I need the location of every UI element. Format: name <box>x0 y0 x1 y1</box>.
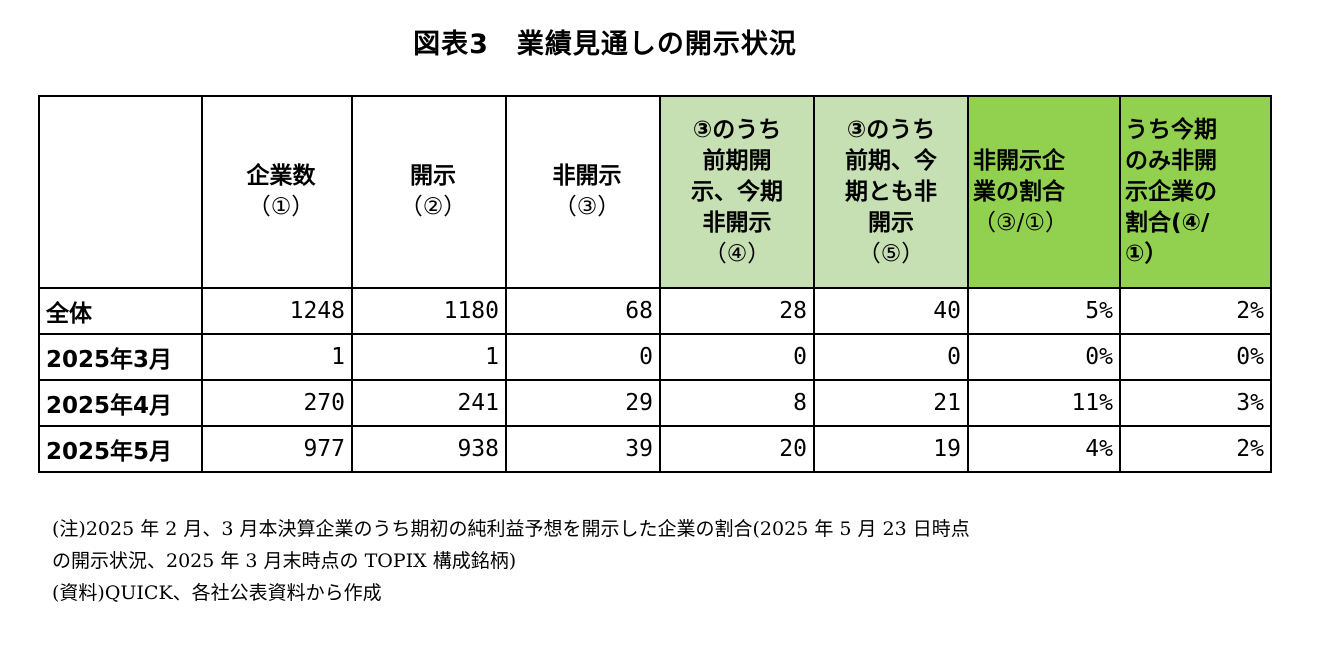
cell-undisclosed: 68 <box>505 287 661 335</box>
cell-undisclosed: 0 <box>505 333 661 381</box>
cell-disclosed: 1180 <box>351 287 507 335</box>
cell-current-only-ratio: 2% <box>1119 287 1272 335</box>
cell-companies: 977 <box>201 425 353 473</box>
source-line: (資料)QUICK、各社公表資料から作成 <box>52 582 382 604</box>
row-label: 2025年5月 <box>38 425 203 473</box>
cell-both-undisclosed: 40 <box>813 287 969 335</box>
cell-current-only-ratio: 0% <box>1119 333 1272 381</box>
header-companies: 企業数 （①） <box>201 95 353 289</box>
cell-prev-disclosed-current-not: 8 <box>659 379 815 427</box>
cell-current-only-ratio: 2% <box>1119 425 1272 473</box>
row-label: 全体 <box>38 287 203 335</box>
header-both-undisclosed: ③のうち 前期、今 期とも非 開示 （⑤） <box>813 95 969 289</box>
cell-disclosed: 241 <box>351 379 507 427</box>
disclosure-table: 企業数 （①） 開示 （②） 非開示 （③） ③のうち 前期開 示、今期 非開示… <box>38 95 1272 473</box>
header-row: 企業数 （①） 開示 （②） 非開示 （③） ③のうち 前期開 示、今期 非開示… <box>38 95 1272 289</box>
header-undisclosed-ratio: 非開示企 業の割合 （③/①） <box>967 95 1121 289</box>
cell-both-undisclosed: 21 <box>813 379 969 427</box>
cell-current-only-ratio: 3% <box>1119 379 1272 427</box>
table-row: 2025年3月 1 1 0 0 0 0% 0% <box>38 333 1272 381</box>
cell-undisclosed-ratio: 5% <box>967 287 1121 335</box>
header-prev-disclosed-current-not: ③のうち 前期開 示、今期 非開示 （④） <box>659 95 815 289</box>
cell-prev-disclosed-current-not: 0 <box>659 333 815 381</box>
cell-disclosed: 1 <box>351 333 507 381</box>
notes: (注)2025 年 2 月、3 月本決算企業のうち期初の純利益予想を開示した企業… <box>52 513 1292 609</box>
cell-undisclosed: 39 <box>505 425 661 473</box>
cell-both-undisclosed: 0 <box>813 333 969 381</box>
cell-undisclosed: 29 <box>505 379 661 427</box>
row-label: 2025年3月 <box>38 333 203 381</box>
header-undisclosed: 非開示 （③） <box>505 95 661 289</box>
cell-undisclosed-ratio: 0% <box>967 333 1121 381</box>
figure-title: 図表3 業績見通しの開示状況 <box>413 29 797 60</box>
cell-undisclosed-ratio: 11% <box>967 379 1121 427</box>
row-label: 2025年4月 <box>38 379 203 427</box>
header-empty-cell <box>38 95 203 289</box>
header-disclosed: 開示 （②） <box>351 95 507 289</box>
header-current-only-ratio: うち今期 のみ非開 示企業の 割合(④/ ①） <box>1119 95 1272 289</box>
table-row: 2025年4月 270 241 29 8 21 11% 3% <box>38 379 1272 427</box>
cell-undisclosed-ratio: 4% <box>967 425 1121 473</box>
cell-companies: 1 <box>201 333 353 381</box>
table-row: 2025年5月 977 938 39 20 19 4% 2% <box>38 425 1272 473</box>
cell-companies: 270 <box>201 379 353 427</box>
cell-both-undisclosed: 19 <box>813 425 969 473</box>
note-line: (注)2025 年 2 月、3 月本決算企業のうち期初の純利益予想を開示した企業… <box>52 518 970 540</box>
cell-prev-disclosed-current-not: 20 <box>659 425 815 473</box>
cell-disclosed: 938 <box>351 425 507 473</box>
cell-companies: 1248 <box>201 287 353 335</box>
table-row: 全体 1248 1180 68 28 40 5% 2% <box>38 287 1272 335</box>
note-line: の開示状況、2025 年 3 月末時点の TOPIX 構成銘柄) <box>52 550 517 572</box>
cell-prev-disclosed-current-not: 28 <box>659 287 815 335</box>
